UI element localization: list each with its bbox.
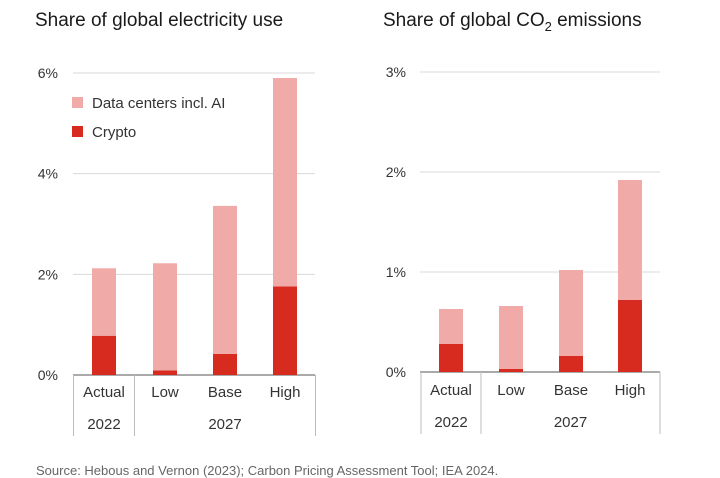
x-group-label: 2027	[554, 414, 587, 431]
x-category-label: Low	[497, 382, 525, 399]
bars	[92, 78, 297, 375]
x-group-label: 2022	[87, 416, 120, 433]
x-category-labels: Actual Low Base High 2022 2027	[73, 375, 316, 436]
y-tick-label: 2%	[386, 164, 406, 180]
x-category-label: Low	[151, 384, 179, 401]
bar-crypto-high	[273, 286, 297, 375]
y-tick-label: 6%	[38, 65, 58, 81]
chart-title: Share of global electricity use	[35, 10, 283, 31]
bar-crypto-high	[618, 300, 642, 372]
x-group-label: 2022	[434, 414, 467, 431]
bar-crypto-actual	[439, 344, 463, 372]
bar-data-centers-incl-ai-low	[499, 306, 523, 369]
bar-data-centers-incl-ai-actual	[92, 268, 116, 336]
co2-emissions-chart: Share of global CO2 emissions 0% 1% 2% 3% A…	[383, 10, 661, 434]
bar-crypto-base	[559, 356, 583, 372]
legend: Data centers incl. AI Crypto	[72, 95, 225, 141]
bar-crypto-base	[213, 353, 237, 375]
x-group-label: 2027	[208, 416, 241, 433]
legend-swatch-data-centers	[72, 97, 83, 108]
y-tick-labels: 0% 1% 2% 3%	[386, 64, 406, 380]
bar-data-centers-incl-ai-base	[213, 205, 237, 354]
bar-crypto-low	[499, 369, 523, 372]
y-tick-label: 0%	[386, 364, 406, 380]
bar-crypto-low	[153, 370, 177, 375]
x-category-labels: Actual Low Base High 2022 2027	[420, 372, 661, 434]
y-tick-label: 0%	[38, 367, 58, 383]
y-tick-label: 2%	[38, 266, 58, 282]
bar-data-centers-incl-ai-actual	[439, 309, 463, 344]
x-category-label: Base	[554, 382, 588, 399]
y-tick-labels: 0% 2% 4% 6%	[38, 65, 58, 383]
x-category-label: High	[615, 382, 646, 399]
source-note: Source: Hebous and Vernon (2023); Carbon…	[36, 463, 499, 478]
x-category-label: Actual	[430, 382, 472, 399]
electricity-chart: Share of global electricity use 0% 2% 4% 6%…	[35, 10, 316, 436]
y-tick-label: 4%	[38, 166, 58, 182]
bar-data-centers-incl-ai-high	[618, 180, 642, 300]
y-tick-label: 3%	[386, 64, 406, 80]
y-tick-label: 1%	[386, 264, 406, 280]
x-category-label: Actual	[83, 384, 125, 401]
bar-crypto-actual	[92, 335, 116, 375]
bar-data-centers-incl-ai-base	[559, 270, 583, 356]
x-category-label: Base	[208, 384, 242, 401]
legend-label-data-centers: Data centers incl. AI	[92, 95, 225, 112]
legend-label-crypto: Crypto	[92, 124, 136, 141]
chart-title: Share of global CO2 emissions	[383, 10, 642, 34]
x-category-label: High	[270, 384, 301, 401]
bar-data-centers-incl-ai-low	[153, 263, 177, 371]
legend-swatch-crypto	[72, 126, 83, 137]
bar-data-centers-incl-ai-high	[273, 78, 297, 287]
bars	[439, 180, 642, 372]
